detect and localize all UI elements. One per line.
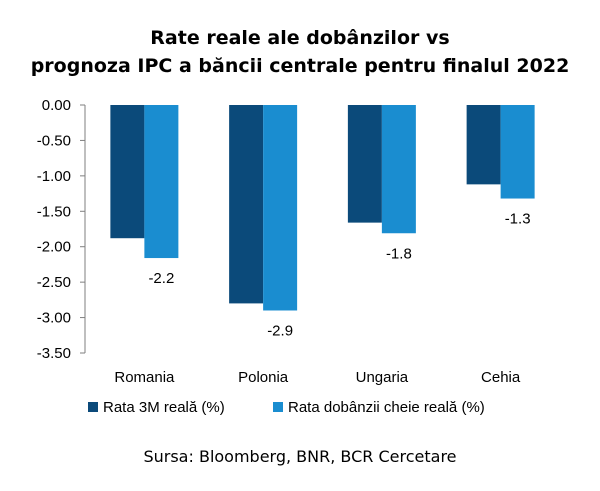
bar-ungaria-series-1 bbox=[347, 105, 382, 223]
y-tick-label: -1.00 bbox=[37, 168, 71, 185]
bar-romania-series-2 bbox=[144, 105, 179, 259]
x-tick-label-cehia: Cehia bbox=[481, 369, 521, 386]
x-tick-label-ungaria: Ungaria bbox=[356, 369, 409, 386]
y-tick-label: -2.00 bbox=[37, 239, 71, 256]
legend-label-1: Rata 3M reală (%) bbox=[103, 399, 225, 416]
y-tick-label: -0.50 bbox=[37, 132, 71, 149]
bar-cehia-series-2 bbox=[500, 105, 535, 199]
bar-romania-series-1 bbox=[110, 105, 145, 239]
chart-title-line-1: Rate reale ale dobânzilor vs bbox=[150, 27, 449, 49]
data-label-romania: -2.2 bbox=[148, 270, 174, 287]
legend: Rata 3M reală (%) Rata dobânzii cheie rea… bbox=[88, 399, 485, 416]
legend-label-2: Rata dobânzii cheie reală (%) bbox=[288, 399, 485, 416]
source-note: Sursa: Bloomberg, BNR, BCR Cercetare bbox=[143, 447, 456, 466]
bar-polonia-series-1 bbox=[229, 105, 264, 304]
data-labels: -2.2 -2.9 -1.8 -1.3 bbox=[148, 211, 530, 340]
chart-title-line-2: prognoza IPC a băncii centrale pentru fi… bbox=[31, 55, 570, 77]
y-tick-label: -2.50 bbox=[37, 274, 71, 291]
y-tick-label: -3.00 bbox=[37, 310, 71, 327]
x-tick-label-romania: Romania bbox=[114, 369, 175, 386]
bar-polonia-series-2 bbox=[263, 105, 298, 311]
data-label-cehia: -1.3 bbox=[505, 211, 531, 228]
x-axis-labels: Romania Polonia Ungaria Cehia bbox=[114, 369, 521, 386]
legend-swatch-1 bbox=[88, 402, 98, 412]
data-label-ungaria: -1.8 bbox=[386, 245, 412, 262]
bars bbox=[110, 105, 535, 311]
bar-cehia-series-1 bbox=[466, 105, 501, 185]
x-tick-label-polonia: Polonia bbox=[238, 369, 289, 386]
y-axis: 0.00 -0.50 -1.00 -1.50 -2.00 -2.50 -3.00 -3.50 bbox=[37, 97, 86, 362]
y-tick-label: 0.00 bbox=[42, 97, 71, 114]
data-label-polonia: -2.9 bbox=[267, 322, 293, 339]
y-tick-label: -3.50 bbox=[37, 345, 71, 362]
y-tick-label: -1.50 bbox=[37, 203, 71, 220]
bar-ungaria-series-2 bbox=[381, 105, 416, 234]
legend-swatch-2 bbox=[273, 402, 283, 412]
